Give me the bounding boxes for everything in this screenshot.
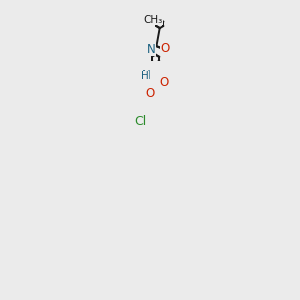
Text: H: H bbox=[146, 44, 154, 55]
Text: Cl: Cl bbox=[134, 115, 147, 128]
Text: CH₃: CH₃ bbox=[143, 15, 163, 25]
Text: O: O bbox=[160, 42, 170, 56]
Text: O: O bbox=[160, 76, 169, 89]
Text: N: N bbox=[147, 43, 156, 56]
Text: H: H bbox=[141, 71, 149, 81]
Text: O: O bbox=[145, 87, 154, 100]
Text: N: N bbox=[142, 69, 151, 82]
